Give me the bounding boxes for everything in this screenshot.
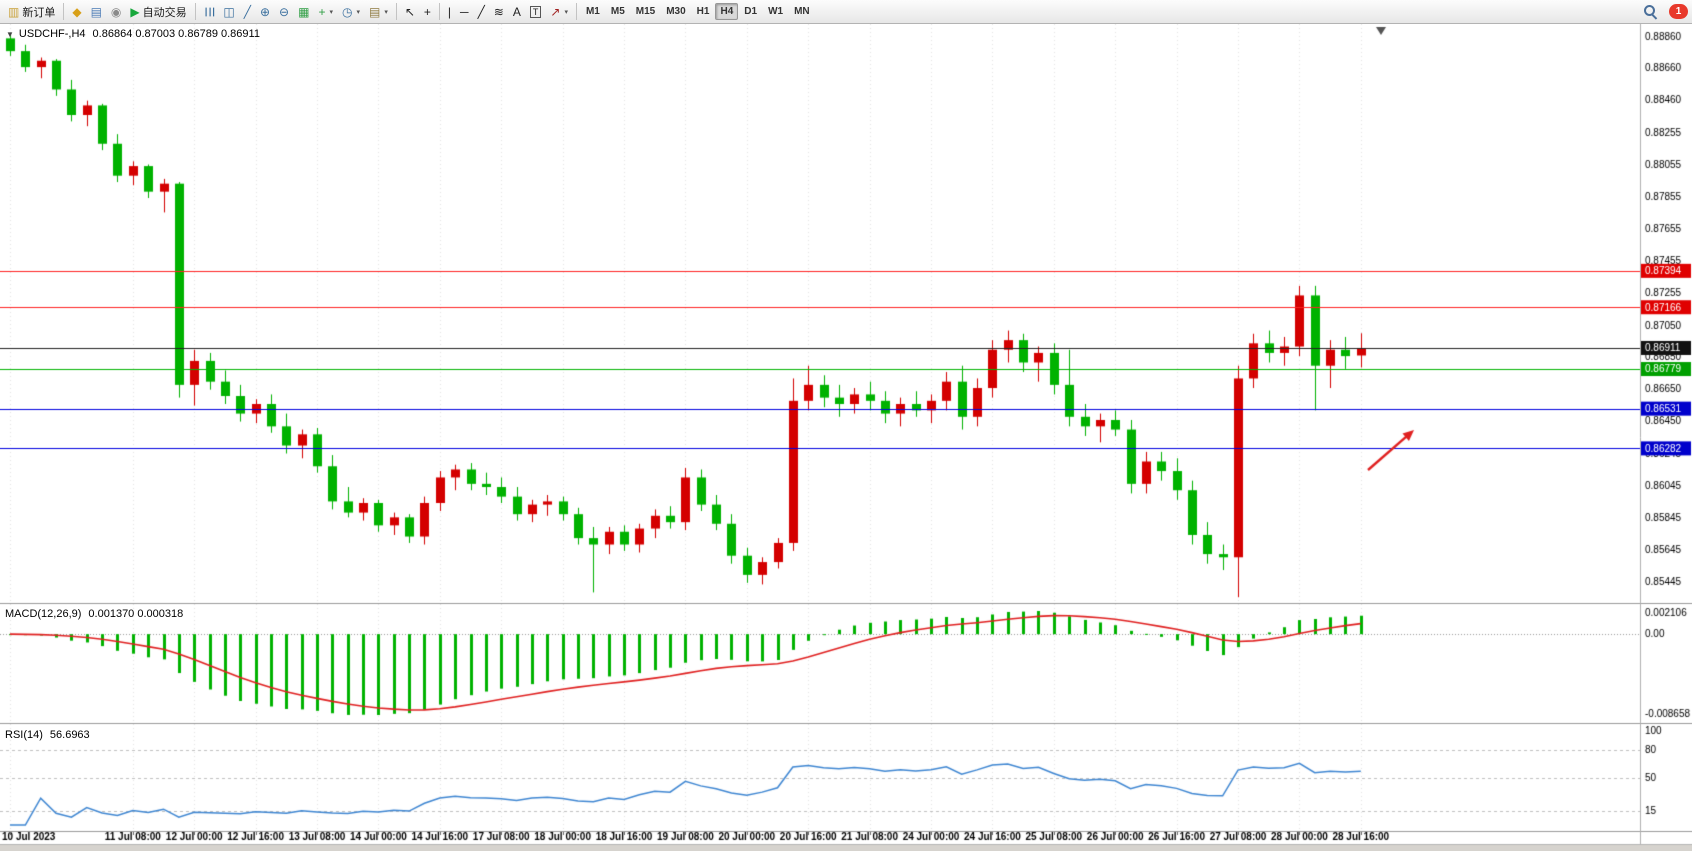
templates-button[interactable]: ▤ ▾ xyxy=(365,1,392,23)
toolbar-separator xyxy=(438,3,440,20)
chevron-down-icon: ▾ xyxy=(329,8,333,16)
navigator-icon: ◉ xyxy=(110,4,122,19)
market-watch-button[interactable]: ◆ xyxy=(68,1,85,23)
timeframe-button-w1[interactable]: W1 xyxy=(768,6,784,17)
horizontal-line-icon: ─ xyxy=(460,4,469,19)
zoom-out-icon: ⊖ xyxy=(279,4,290,19)
template-icon: ▤ xyxy=(368,4,381,19)
line-chart-icon: ╱ xyxy=(243,4,251,19)
timeframe-button-h4[interactable]: H4 xyxy=(715,3,739,20)
chevron-down-icon: ▾ xyxy=(356,8,360,16)
auto-trading-button[interactable]: ▶ 自动交易 xyxy=(126,1,190,23)
toolbar-separator xyxy=(395,3,397,20)
new-order-button[interactable]: ▥ 新订单 xyxy=(4,1,59,23)
magnifier-icon xyxy=(1643,4,1658,19)
new-order-icon: ▥ xyxy=(8,4,20,19)
indicators-button[interactable]: + ▾ xyxy=(314,1,337,23)
chart-ohlc-values: 0.86864 0.87003 0.86789 0.86911 xyxy=(92,28,260,40)
vertical-line-icon: | xyxy=(447,4,452,19)
fibonacci-button[interactable]: ≋ xyxy=(490,1,508,23)
timeframe-button-h1[interactable]: H1 xyxy=(696,6,710,17)
toolbar-separator xyxy=(63,3,65,20)
rsi-value: 56.6963 xyxy=(49,729,90,741)
one-click-trading-toggle[interactable]: ▼ xyxy=(6,30,14,39)
macd-values: 0.001370 0.000318 xyxy=(88,608,184,620)
timeframe-button-mn[interactable]: MN xyxy=(794,6,810,17)
arrow-tool-icon: ↗ xyxy=(550,4,561,19)
chevron-down-icon: ▾ xyxy=(384,8,388,16)
tile-windows-icon: ▦ xyxy=(298,4,310,19)
bar-chart-button[interactable]: ☰ xyxy=(200,1,219,23)
macd-name: MACD(12,26,9) xyxy=(5,608,82,620)
price-chart-canvas[interactable] xyxy=(0,24,1692,851)
trendline-button[interactable]: ╱ xyxy=(474,1,489,23)
market-watch-icon: ◆ xyxy=(72,4,82,19)
vertical-line-button[interactable]: | xyxy=(444,1,455,23)
tile-windows-button[interactable]: ▦ xyxy=(294,1,313,23)
zoom-in-button[interactable]: ⊕ xyxy=(256,1,274,23)
cursor-button[interactable]: ↖ xyxy=(401,1,419,23)
fibonacci-icon: ≋ xyxy=(493,4,504,19)
candlestick-icon: ◫ xyxy=(223,4,235,19)
trendline-icon: ╱ xyxy=(477,4,485,19)
rsi-name: RSI(14) xyxy=(5,729,43,741)
crosshair-icon: + xyxy=(423,4,431,19)
auto-trading-button-label: 自动交易 xyxy=(142,6,187,19)
data-window-icon: ▤ xyxy=(90,4,102,19)
macd-indicator-label: MACD(12,26,9) 0.001370 0.000318 xyxy=(5,608,183,620)
arrows-button[interactable]: ↗ ▾ xyxy=(546,1,572,23)
notification-badge[interactable]: 1 xyxy=(1669,4,1688,19)
timeframe-button-m30[interactable]: M30 xyxy=(666,6,686,17)
bar-chart-icon: ☰ xyxy=(202,6,217,17)
timeframe-button-m15[interactable]: M15 xyxy=(635,6,656,17)
toolbar: ▥ 新订单 ◆ ▤ ◉ ▶ 自动交易 ☰ ◫ ╱ ⊕ ⊖ ▦ + ▾ ◷ ▾ ▤ ▾ ↖ + | ─ ╱ ≋ A T ↗ ▾ M1 M5 M1… xyxy=(0,0,1692,24)
navigator-button[interactable]: ◉ xyxy=(107,1,125,23)
candlestick-chart-button[interactable]: ◫ xyxy=(219,1,238,23)
new-order-button-label: 新订单 xyxy=(22,6,56,19)
line-chart-button[interactable]: ╱ xyxy=(240,1,255,23)
clock-icon: ◷ xyxy=(341,4,353,19)
search-button[interactable] xyxy=(1639,1,1662,23)
timeframe-button-m1[interactable]: M1 xyxy=(585,6,600,17)
horizontal-line-button[interactable]: ─ xyxy=(456,1,473,23)
text-icon: A xyxy=(512,4,521,19)
text-label-icon: T xyxy=(529,5,542,18)
crosshair-button[interactable]: + xyxy=(420,1,435,23)
toolbar-separator xyxy=(575,3,577,20)
zoom-out-button[interactable]: ⊖ xyxy=(275,1,293,23)
text-label-button[interactable]: T xyxy=(526,1,546,23)
toolbar-separator xyxy=(194,3,196,20)
data-window-button[interactable]: ▤ xyxy=(87,1,106,23)
indicator-plus-icon: + xyxy=(318,4,326,19)
timeframe-button-m5[interactable]: M5 xyxy=(610,6,625,17)
chart-header: ▼ USDCHF-,H4 0.86864 0.87003 0.86789 0.869… xyxy=(6,28,260,40)
zoom-in-icon: ⊕ xyxy=(259,4,271,19)
play-icon: ▶ xyxy=(130,4,140,19)
cursor-icon: ↖ xyxy=(404,4,415,19)
text-button[interactable]: A xyxy=(509,1,525,23)
chart-symbol-period: USDCHF-,H4 xyxy=(18,28,86,40)
periods-button[interactable]: ◷ ▾ xyxy=(338,1,364,23)
chevron-down-icon: ▾ xyxy=(564,8,568,16)
rsi-indicator-label: RSI(14) 56.6963 xyxy=(5,729,90,741)
timeframe-button-d1[interactable]: D1 xyxy=(744,6,758,17)
